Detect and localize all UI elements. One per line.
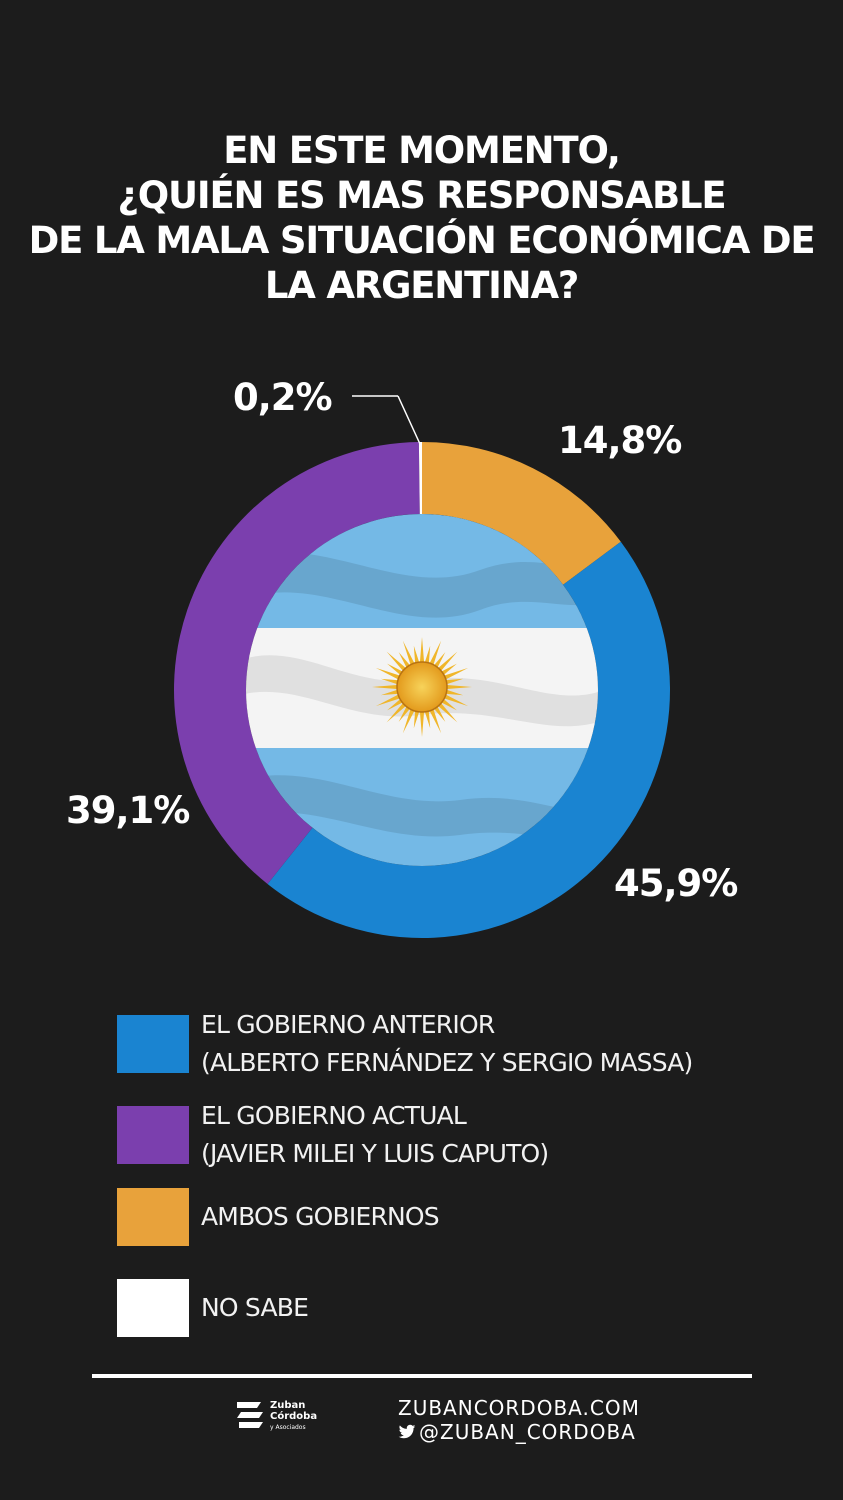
zuban-logo-icon xyxy=(237,1402,263,1428)
sun-ray xyxy=(433,705,446,722)
title-line: ¿QUIÉN ES MAS RESPONSABLE xyxy=(117,174,727,217)
slice-no-sabe xyxy=(418,442,422,515)
sun-ray xyxy=(386,651,407,672)
sun-ray xyxy=(419,637,425,664)
sun-of-may-icon xyxy=(372,637,472,737)
twitter-handle: @ZUBAN_CORDOBA xyxy=(419,1420,636,1444)
sun-ray xyxy=(419,710,425,737)
sun-ray xyxy=(398,652,411,669)
sun-ray xyxy=(429,640,442,666)
sun-ray xyxy=(443,694,469,707)
slice-label-actual: 39,1% xyxy=(66,789,189,832)
legend-swatch xyxy=(117,1015,189,1073)
slice-label-anterior: 45,9% xyxy=(614,862,737,905)
legend-item-actual: EL GOBIERNO ACTUAL (JAVIER MILEI Y LUIS … xyxy=(117,1097,549,1173)
chart-title: EN ESTE MOMENTO, ¿QUIÉN ES MAS RESPONSAB… xyxy=(0,128,843,308)
sun-ray xyxy=(402,640,415,666)
legend-item-ambos: AMBOS GOBIERNOS xyxy=(117,1188,440,1246)
sun-ray xyxy=(440,663,457,676)
sun-ray xyxy=(437,702,458,723)
sun-ray xyxy=(387,663,404,676)
sun-ray xyxy=(433,652,446,669)
legend-item-anterior: EL GOBIERNO ANTERIOR (ALBERTO FERNÁNDEZ … xyxy=(117,1006,693,1082)
legend-label-line: AMBOS GOBIERNOS xyxy=(201,1202,440,1231)
legend-swatch xyxy=(117,1188,189,1246)
slice-anterior xyxy=(267,541,670,938)
legend-swatch xyxy=(117,1106,189,1164)
legend-label-line: NO SABE xyxy=(201,1293,309,1322)
legend-label-line: EL GOBIERNO ACTUAL xyxy=(201,1101,467,1130)
sun-ray xyxy=(375,694,401,707)
legend-label: NO SABE xyxy=(201,1289,309,1327)
logo-line: Zuban xyxy=(270,1399,306,1411)
flag-fold-shadow xyxy=(246,552,598,618)
sun-ray xyxy=(424,710,431,729)
title-line: LA ARGENTINA? xyxy=(264,264,580,307)
sun-ray xyxy=(445,678,464,685)
legend-label: AMBOS GOBIERNOS xyxy=(201,1198,440,1236)
sun-ray xyxy=(375,667,401,680)
sun-ray xyxy=(386,702,407,723)
sun-ray xyxy=(380,689,399,696)
sun-ray xyxy=(437,651,458,672)
logo-line: Córdoba xyxy=(270,1410,318,1422)
slice-actual xyxy=(174,442,420,885)
sun-ray xyxy=(440,698,457,711)
title-line: EN ESTE MOMENTO, xyxy=(223,129,621,172)
sun-ray xyxy=(372,684,399,690)
donut-chart: 0,2% 14,8% 39,1% 45,9% xyxy=(66,376,738,938)
sun-ray xyxy=(387,698,404,711)
logo-wordmark: Zuban Córdoba y Asociados xyxy=(270,1400,317,1433)
footer-divider xyxy=(92,1374,752,1378)
legend-label-line: (ALBERTO FERNÁNDEZ Y SERGIO MASSA) xyxy=(201,1048,693,1077)
logo-line: y Asociados xyxy=(270,1423,306,1431)
slice-label-ambos: 14,8% xyxy=(558,419,681,462)
sun-face xyxy=(396,661,448,713)
sun-ray xyxy=(398,705,411,722)
callout-line xyxy=(397,395,421,445)
legend-label-line: (JAVIER MILEI Y LUIS CAPUTO) xyxy=(201,1139,549,1168)
flag-fold-shadow xyxy=(246,775,598,843)
sun-ray xyxy=(424,645,431,664)
footer-links: ZUBANCORDOBA.COM @ZUBAN_CORDOBA xyxy=(398,1396,640,1444)
sun-ray xyxy=(429,708,442,734)
sun-ray xyxy=(443,667,469,680)
sun-ray xyxy=(445,689,464,696)
slice-ambos xyxy=(422,442,621,585)
sun-ray xyxy=(445,684,472,690)
website-link[interactable]: ZUBANCORDOBA.COM xyxy=(398,1396,640,1420)
donut-slices xyxy=(174,442,670,938)
legend-swatch xyxy=(117,1279,189,1337)
sun-ray xyxy=(380,678,399,685)
legend-item-no-sabe: NO SABE xyxy=(117,1279,309,1337)
legend-label: EL GOBIERNO ACTUAL (JAVIER MILEI Y LUIS … xyxy=(201,1097,549,1173)
sun-ray xyxy=(413,710,420,729)
sun-ray xyxy=(413,645,420,664)
sun-ray xyxy=(402,708,415,734)
legend-label-line: EL GOBIERNO ANTERIOR xyxy=(201,1010,495,1039)
twitter-handle-row[interactable]: @ZUBAN_CORDOBA xyxy=(398,1420,640,1444)
twitter-icon xyxy=(398,1424,416,1439)
zuban-cordoba-logo: Zuban Córdoba y Asociados xyxy=(235,1398,317,1434)
title-line: DE LA MALA SITUACIÓN ECONÓMICA DE xyxy=(28,219,816,262)
legend-label: EL GOBIERNO ANTERIOR (ALBERTO FERNÁNDEZ … xyxy=(201,1006,693,1082)
slice-label-no-sabe: 0,2% xyxy=(233,376,332,419)
